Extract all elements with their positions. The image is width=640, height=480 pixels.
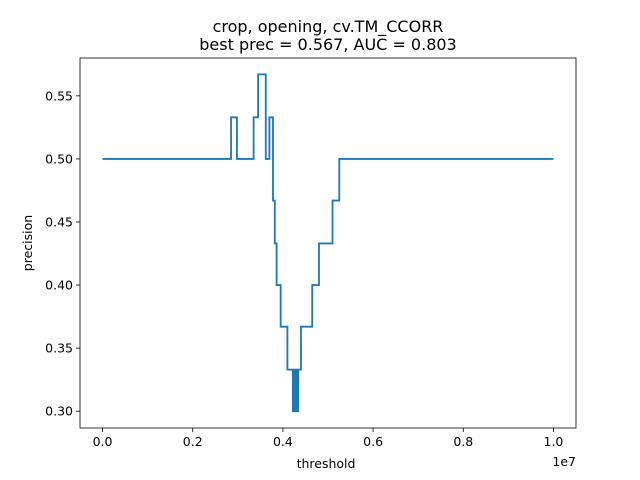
precision-series-line (102, 73, 554, 413)
x-axis-offset-label: 1e7 (552, 454, 576, 469)
y-tick-label: 0.55 (45, 88, 73, 103)
y-tick-label: 0.45 (45, 214, 73, 229)
y-axis-label: precision (20, 215, 35, 271)
chart-title-line-1: crop, opening, cv.TM_CCORR (213, 17, 444, 37)
x-axis-ticks: 0.0 0.2 0.4 0.6 0.8 1.0 (93, 428, 564, 449)
chart-title-line-2: best prec = 0.567, AUC = 0.803 (199, 35, 456, 54)
x-axis-label: threshold (297, 456, 356, 471)
x-tick-label: 0.2 (183, 434, 203, 449)
y-axis-ticks: 0.30 0.35 0.40 0.45 0.50 0.55 (45, 88, 80, 419)
axes-frame (79, 57, 577, 429)
y-tick-label: 0.35 (45, 341, 73, 356)
plot-area (79, 57, 577, 429)
x-tick-label: 1.0 (544, 434, 564, 449)
x-tick-label: 0.4 (273, 434, 293, 449)
series-layer (102, 73, 554, 413)
x-tick-label: 0.6 (363, 434, 383, 449)
x-tick-label: 0.8 (453, 434, 473, 449)
x-tick-label: 0.0 (93, 434, 113, 449)
y-tick-label: 0.30 (45, 404, 73, 419)
y-tick-label: 0.50 (45, 151, 73, 166)
y-tick-label: 0.40 (45, 278, 73, 293)
